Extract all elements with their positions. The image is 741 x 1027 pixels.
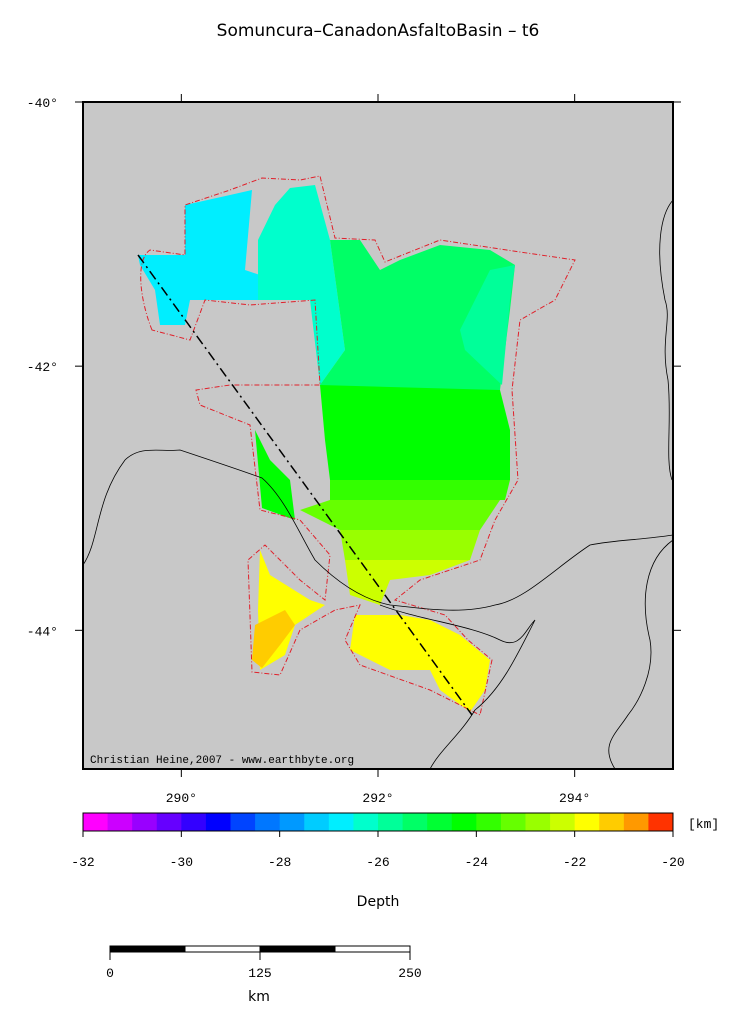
depth-region xyxy=(340,530,480,560)
lon-tick-label: 294° xyxy=(559,791,590,806)
scale-tick-label: 0 xyxy=(106,966,114,981)
colorbar-segment xyxy=(205,813,231,831)
transect-line xyxy=(137,254,473,716)
colorbar-tick-label: -20 xyxy=(661,855,684,870)
colorbar-tick-label: -24 xyxy=(465,855,489,870)
scale-segment xyxy=(334,945,411,953)
colorbar-segment xyxy=(279,813,305,831)
title: Somuncura–CanadonAsfaltoBasin – t6 xyxy=(217,21,540,41)
credit-box xyxy=(87,753,390,766)
colorbar-label: Depth xyxy=(357,894,400,910)
colorbar-segment xyxy=(574,813,600,831)
border-line xyxy=(82,449,674,611)
colorbar-unit: [km] xyxy=(688,817,719,832)
colorbar-segment xyxy=(328,813,354,831)
depth-region xyxy=(320,240,515,390)
border-line xyxy=(379,604,536,770)
colorbar-tick-label: -28 xyxy=(268,855,291,870)
depth-region xyxy=(345,560,470,605)
colorbar-segment xyxy=(255,813,281,831)
colorbar-segment xyxy=(550,813,576,831)
colorbar-tick-label: -32 xyxy=(71,855,94,870)
lat-tick-label: -44° xyxy=(27,624,58,639)
scale-segment xyxy=(259,945,336,953)
scale-segment xyxy=(109,945,186,953)
depth-region xyxy=(138,190,260,325)
colorbar-segment xyxy=(500,813,526,831)
map-features xyxy=(82,175,674,770)
scale-tick-label: 250 xyxy=(398,966,421,981)
colorbar-segment xyxy=(83,813,109,831)
lat-tick-label: -42° xyxy=(27,360,58,375)
depth-region xyxy=(300,500,500,530)
colorbar-segment xyxy=(599,813,625,831)
colorbar-tick-label: -26 xyxy=(366,855,389,870)
colorbar-segment xyxy=(648,813,674,831)
depth-regions xyxy=(138,185,515,712)
colorbar-segment xyxy=(230,813,256,831)
scale-tick-label: 125 xyxy=(248,966,271,981)
lat-tick-label: -40° xyxy=(27,96,58,111)
lon-tick-label: 290° xyxy=(166,791,197,806)
colorbar-segment xyxy=(525,813,551,831)
colorbar-tick-label: -22 xyxy=(563,855,586,870)
scale-unit: km xyxy=(248,989,270,1005)
colorbar-segment xyxy=(181,813,207,831)
colorbar-segment xyxy=(353,813,379,831)
depth-region xyxy=(255,430,295,520)
coastline xyxy=(608,199,674,770)
depth-region xyxy=(350,615,490,712)
colorbar-segment xyxy=(402,813,428,831)
lon-tick-label: 292° xyxy=(362,791,393,806)
colorbar-segment xyxy=(156,813,182,831)
colorbar-segment xyxy=(304,813,330,831)
depth-region xyxy=(460,265,515,385)
colorbar-segment xyxy=(378,813,404,831)
credit: Christian Heine,2007 - www.earthbyte.org xyxy=(90,755,354,767)
scale-segment xyxy=(184,945,261,953)
colorbar-segment xyxy=(623,813,649,831)
colorbar-tick-label: -30 xyxy=(170,855,193,870)
colorbar-segment xyxy=(427,813,453,831)
depth-region xyxy=(258,185,345,385)
colorbar-segment xyxy=(451,813,477,831)
depth-region xyxy=(320,385,510,480)
colorbar-segment xyxy=(132,813,158,831)
depth-region xyxy=(252,610,295,668)
colorbar-segment xyxy=(107,813,133,831)
colorbar-segment xyxy=(476,813,502,831)
depth-region xyxy=(330,480,510,500)
